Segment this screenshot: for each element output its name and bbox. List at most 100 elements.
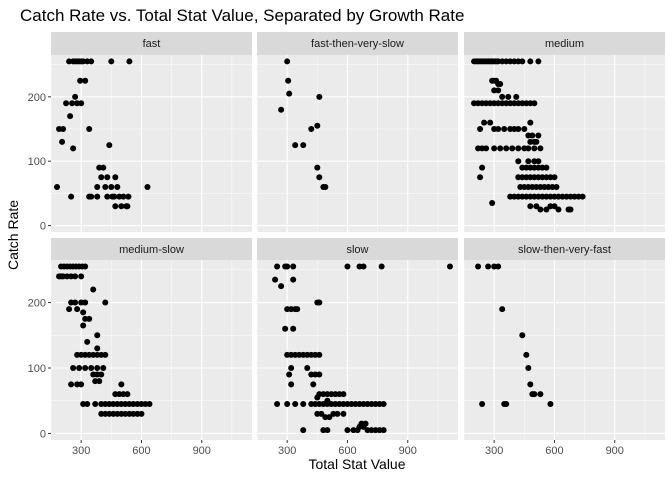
facet-strip	[51, 238, 252, 260]
data-point	[537, 206, 544, 213]
facet-strip-label: slow-then-very-fast	[518, 244, 611, 256]
data-point	[300, 142, 307, 149]
data-point	[104, 174, 111, 181]
data-point	[72, 299, 79, 306]
data-point	[54, 183, 61, 190]
data-point	[505, 93, 512, 100]
data-point	[567, 206, 574, 213]
facet-strip	[51, 32, 252, 55]
data-point	[278, 283, 285, 290]
data-point	[527, 381, 534, 388]
data-point	[68, 193, 75, 200]
data-point	[515, 158, 522, 165]
facet-grid: fast fast-then-very-slow medium medium-slow…	[50, 32, 665, 440]
data-point	[292, 142, 299, 149]
data-point	[66, 306, 73, 313]
data-point	[380, 427, 387, 434]
data-point	[499, 306, 506, 313]
data-point	[523, 351, 530, 358]
x-tick-label: 900	[606, 445, 624, 457]
chart-title: Catch Rate vs. Total Stat Value, Separat…	[20, 6, 464, 25]
data-point	[533, 138, 540, 145]
data-point	[527, 203, 534, 210]
data-point	[380, 401, 387, 407]
data-point	[527, 58, 534, 65]
facet-strip	[464, 238, 665, 260]
facet-strip-label: fast-then-very-slow	[311, 38, 404, 50]
data-point	[521, 126, 528, 133]
data-point	[278, 106, 285, 113]
data-point	[94, 183, 101, 190]
x-axis-title: Total Stat Value	[308, 456, 405, 472]
data-point	[274, 401, 281, 407]
data-point	[362, 420, 369, 427]
data-point	[92, 401, 99, 407]
data-point	[525, 158, 532, 165]
data-point	[78, 381, 85, 388]
data-point	[88, 365, 95, 371]
data-point	[543, 206, 550, 213]
data-point	[322, 183, 329, 190]
data-point	[290, 263, 297, 270]
data-point	[326, 414, 333, 421]
y-tick-label: 200	[28, 92, 46, 104]
data-point	[272, 276, 279, 283]
data-point	[340, 391, 347, 398]
data-point	[284, 401, 291, 407]
data-point	[125, 193, 132, 200]
facet-panel-fast: fast	[50, 32, 252, 232]
data-point	[70, 365, 77, 371]
x-tick-label: 900	[193, 445, 211, 457]
data-point	[72, 93, 79, 100]
panel-background	[51, 260, 252, 440]
data-point	[479, 164, 486, 171]
data-point	[543, 164, 550, 171]
data-point	[94, 332, 101, 339]
y-tick-label: 200	[28, 298, 46, 310]
data-point	[551, 174, 558, 181]
facet-strip-label: fast	[143, 38, 161, 50]
y-tick-label: 100	[28, 156, 46, 168]
y-tick-label: 0	[40, 221, 46, 233]
data-point	[82, 365, 89, 371]
data-point	[80, 322, 87, 329]
data-point	[104, 193, 111, 200]
data-point	[489, 200, 496, 207]
data-point	[513, 93, 520, 100]
facet-strip	[257, 238, 458, 260]
data-point	[334, 410, 341, 417]
data-point	[102, 351, 109, 358]
data-point	[378, 263, 385, 270]
data-point	[529, 132, 536, 139]
data-point	[138, 410, 145, 417]
data-point	[551, 203, 558, 210]
data-point	[96, 378, 103, 385]
data-point	[146, 401, 153, 407]
data-point	[84, 338, 91, 345]
data-point	[94, 345, 101, 352]
data-point	[316, 174, 323, 181]
data-point	[60, 126, 67, 133]
data-point	[70, 145, 77, 152]
data-point	[499, 93, 506, 100]
data-point	[114, 183, 121, 190]
data-point	[477, 126, 484, 133]
data-point	[475, 263, 482, 270]
x-tick-label: 300	[485, 445, 503, 457]
data-point	[537, 145, 544, 152]
data-point	[314, 122, 321, 129]
facet-strip-label: slow	[346, 244, 368, 256]
panel-background	[257, 55, 458, 232]
data-point	[481, 119, 488, 126]
data-point	[535, 158, 542, 165]
data-point	[76, 365, 83, 371]
x-tick-label: 600	[132, 445, 150, 457]
data-point	[77, 77, 84, 84]
data-point	[63, 100, 70, 107]
data-point	[86, 315, 93, 322]
facet-panel-medium: medium	[463, 32, 665, 232]
data-point	[535, 58, 542, 65]
data-point	[509, 145, 516, 152]
x-tick-label: 600	[545, 445, 563, 457]
